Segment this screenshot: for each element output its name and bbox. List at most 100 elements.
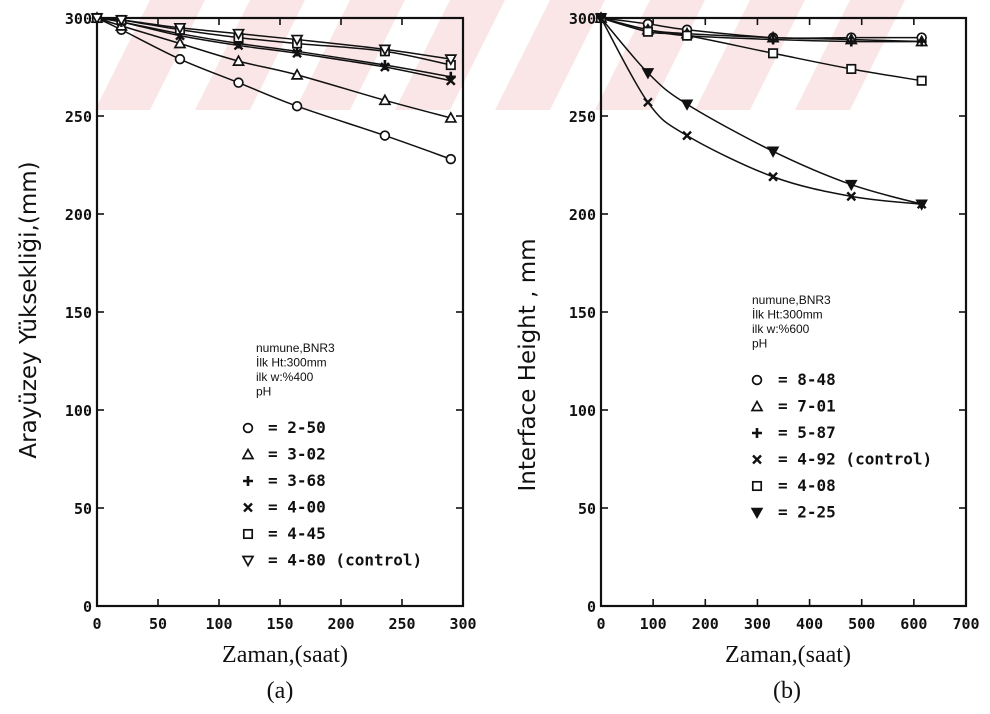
legend-marker [751, 374, 763, 386]
x-tick-label: 0 [92, 615, 101, 633]
legend-entry: = 8-48 [778, 370, 836, 389]
legend: = 2-50 = 3-02 = 3-68 = 4-00 = 4-45 = 4-80 (co… [241, 418, 422, 570]
note-line: pH [256, 385, 271, 399]
y-axis-label: Interface Height , mm [515, 238, 541, 491]
legend-entry: = 5-87 [778, 423, 836, 442]
panel-label: (b) [773, 678, 801, 704]
chart-panel-b: 0 100 200 300 400 500 600 700 0 50 100 150 200 250 300… [515, 10, 980, 704]
data-point [643, 97, 653, 108]
legend-marker [241, 555, 255, 568]
data-point-origin [90, 13, 104, 25]
legend-entry: = 3-02 [268, 445, 326, 464]
data-point [766, 146, 780, 158]
data-point [846, 63, 857, 75]
legend-entry: = 4-45 [268, 524, 326, 543]
x-tick-label: 100 [205, 615, 232, 633]
data-point [174, 53, 186, 65]
data-point [233, 40, 244, 51]
legend-marker [242, 528, 254, 540]
data-point [290, 68, 304, 80]
data-point [916, 75, 927, 86]
panel-label: (a) [267, 678, 294, 704]
y-tick-label: 50 [74, 500, 92, 518]
data-point [916, 36, 927, 47]
x-tick-label: 150 [266, 615, 293, 633]
series-line [600, 17, 922, 205]
x-tick-label: 500 [848, 615, 875, 633]
series-triangle-down-filled [594, 13, 928, 211]
y-tick-label: 250 [569, 108, 596, 126]
data-point [642, 26, 653, 37]
series-x [596, 13, 927, 210]
series-line [96, 17, 451, 66]
series-line [96, 17, 452, 160]
legend-entry: = 4-80 (control) [268, 551, 422, 570]
legend-marker [751, 480, 763, 492]
x-tick-label: 400 [796, 615, 823, 633]
legend-marker [750, 507, 764, 520]
legend-marker [243, 476, 253, 486]
data-point [292, 48, 302, 59]
data-point [768, 171, 778, 182]
x-tick-label: 100 [640, 615, 667, 633]
note-line: İlk Ht:300mm [256, 356, 327, 370]
data-point [380, 62, 390, 72]
data-point [846, 36, 857, 47]
data-point [232, 54, 245, 66]
data-point [768, 48, 779, 59]
x-axis: 0 50 100 150 200 250 300 [92, 18, 477, 633]
y-axis: 0 50 100 150 200 250 300 [65, 10, 463, 616]
y-axis-label: Arayüzey Yüksekliği,(mm) [16, 161, 42, 458]
data-point [445, 75, 456, 86]
x-tick-label: 300 [744, 615, 771, 633]
data-point [846, 191, 857, 202]
data-point [444, 111, 458, 123]
data-point [378, 44, 392, 57]
data-point [232, 28, 245, 41]
x-tick-label: 300 [449, 615, 476, 633]
x-axis-label: Zaman,(saat) [725, 642, 851, 668]
note-line: ilk w:%400 [256, 370, 314, 384]
series-line [96, 17, 451, 78]
y-tick-label: 300 [569, 10, 596, 28]
data-point [681, 30, 693, 41]
legend-entry: = 4-92 (control) [778, 450, 932, 469]
x-tick-label: 700 [952, 615, 979, 633]
legend-marker [750, 399, 764, 412]
y-tick-label: 300 [65, 10, 92, 28]
legend-entry: = 2-50 [268, 418, 326, 437]
data-point [445, 153, 457, 165]
legend-marker [242, 422, 254, 434]
legend-marker [752, 428, 762, 438]
data-point [444, 54, 458, 66]
legend-marker [241, 447, 255, 460]
series-triangle-down [90, 13, 458, 66]
chart-panel-a: 0 50 100 150 200 250 300 0 50 100 150 200 250 300 Aray… [16, 10, 477, 704]
data-point [233, 77, 244, 88]
data-point [379, 130, 391, 141]
legend-entry: = 4-00 [268, 498, 326, 517]
y-tick-label: 250 [65, 108, 92, 126]
x-axis: 0 100 200 300 400 500 600 700 [596, 18, 980, 633]
data-point-origin [594, 13, 608, 25]
data-point [378, 93, 392, 106]
legend-marker [243, 502, 253, 513]
series-square [595, 12, 927, 86]
note-line: pH [752, 337, 767, 351]
y-tick-label: 100 [65, 402, 92, 420]
y-tick-label: 0 [587, 598, 596, 616]
x-axis-label: Zaman,(saat) [222, 642, 348, 668]
note-line: numune,BNR3 [256, 341, 335, 355]
data-point [680, 99, 694, 111]
note-line: İlk Ht:300mm [752, 308, 823, 322]
y-tick-label: 0 [83, 598, 92, 616]
data-point [641, 68, 655, 80]
note-line: numune,BNR3 [752, 293, 831, 307]
data-point [291, 100, 303, 112]
y-tick-label: 150 [65, 304, 92, 322]
legend-entry: = 2-25 [778, 503, 836, 522]
y-tick-label: 200 [569, 206, 596, 224]
note-line: ilk w:%600 [752, 322, 810, 336]
